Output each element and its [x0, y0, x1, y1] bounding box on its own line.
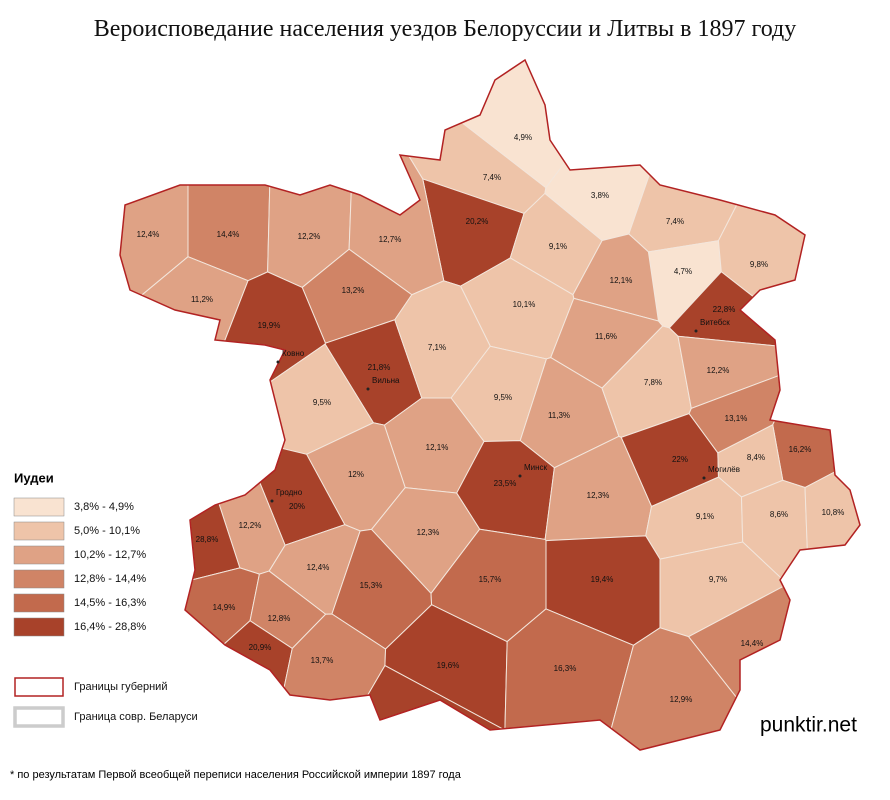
legend: 3,8% - 4,9% 5,0% - 10,1% 10,2% - 12,7% 12,8… — [13, 497, 198, 728]
map-title: Вероисповедание населения уездов Белорус… — [94, 16, 797, 42]
region-label: 12,3% — [417, 528, 440, 537]
region-label: 7,4% — [666, 217, 684, 226]
legend-label: Границы губерний — [74, 681, 167, 693]
region-label: 11,6% — [595, 332, 617, 341]
region-label: 14,4% — [741, 639, 764, 648]
legend-swatch — [13, 521, 65, 541]
region-label: 7,8% — [644, 378, 662, 387]
legend-swatch — [13, 593, 65, 613]
region-label: 19,4% — [591, 575, 614, 584]
legend-label: 16,4% - 28,8% — [74, 621, 146, 633]
region-label: 9,1% — [549, 242, 567, 251]
region-label: 12,4% — [307, 563, 330, 572]
region-label: 8,6% — [770, 510, 788, 519]
region-labels: 4,9% 7,4% 20,2% 3,8% 7,4% 12,4% 14,4% 12,2% 12,7… — [137, 133, 845, 704]
city-dot — [702, 476, 706, 480]
region-label: 13,7% — [311, 656, 334, 665]
city-name: Минск — [524, 463, 548, 472]
region-label: 22,8% — [713, 305, 736, 314]
city-dot — [366, 387, 370, 391]
region-label: 20,9% — [249, 643, 272, 652]
region-label: 19,6% — [437, 661, 460, 670]
region-label: 21,8% — [368, 363, 391, 372]
region-label: 15,3% — [360, 581, 383, 590]
region-label: 12,9% — [670, 695, 693, 704]
credit: punktir.net — [760, 714, 857, 737]
legend-swatch — [13, 617, 65, 637]
region-label: 4,9% — [514, 133, 532, 142]
region-label: 12% — [348, 470, 364, 479]
region-label: 7,4% — [483, 173, 501, 182]
region-label: 28,8% — [196, 535, 219, 544]
city-name: Витебск — [700, 318, 730, 327]
region-label: 12,1% — [610, 276, 633, 285]
legend-label: 10,2% - 12,7% — [74, 549, 146, 561]
legend-label: 12,8% - 14,4% — [74, 573, 146, 585]
legend-swatch — [13, 545, 65, 565]
region-label: 12,8% — [268, 614, 291, 623]
region-label: 16,2% — [789, 445, 812, 454]
region-label: 19,9% — [258, 321, 281, 330]
region-label: 23,5% — [494, 479, 517, 488]
region-label: 14,4% — [217, 230, 240, 239]
region-label: 10,1% — [513, 300, 536, 309]
regions — [119, 58, 861, 751]
region-label: 12,2% — [239, 521, 262, 530]
legend-boundary — [13, 706, 65, 728]
region-label: 13,1% — [725, 414, 748, 423]
region-label: 12,1% — [426, 443, 449, 452]
region-label: 9,5% — [494, 393, 512, 402]
region-label: 3,8% — [591, 191, 609, 200]
footnote: * по результатам Первой всеобщей перепис… — [10, 769, 462, 781]
city-dot — [694, 329, 698, 333]
region-label: 9,5% — [313, 398, 331, 407]
region-label: 12,4% — [137, 230, 160, 239]
region-label: 7,1% — [428, 343, 446, 352]
region-label: 9,7% — [709, 575, 727, 584]
city-dot — [270, 499, 274, 503]
city-name: Гродно — [276, 488, 303, 497]
region-label: 12,3% — [587, 491, 610, 500]
region-label: 12,2% — [707, 366, 730, 375]
city-name: Вильна — [372, 376, 400, 385]
city-name: Ковно — [282, 349, 305, 358]
legend-swatch — [13, 569, 65, 589]
region-label: 22% — [672, 455, 688, 464]
region-label: 11,2% — [191, 295, 213, 304]
region-label: 9,8% — [750, 260, 768, 269]
region-label: 10,8% — [822, 508, 845, 517]
region-label: 20% — [289, 502, 305, 511]
legend-title: Иудеи — [14, 470, 54, 485]
city-name: Могилёв — [708, 465, 740, 474]
city-dot — [276, 360, 280, 364]
legend-label: 3,8% - 4,9% — [74, 501, 134, 513]
outline — [119, 58, 861, 751]
city-dot — [518, 474, 522, 478]
region-label: 13,2% — [342, 286, 365, 295]
region-label: 8,4% — [747, 453, 765, 462]
region-label: 12,2% — [298, 232, 321, 241]
region-label: 20,2% — [466, 217, 489, 226]
region-label: 4,7% — [674, 267, 692, 276]
legend-label: Граница совр. Беларуси — [74, 711, 198, 723]
legend-label: 14,5% - 16,3% — [74, 597, 146, 609]
region-label: 9,1% — [696, 512, 714, 521]
legend-label: 5,0% - 10,1% — [74, 525, 140, 537]
legend-swatch — [13, 497, 65, 517]
region-label: 14,9% — [213, 603, 236, 612]
region-label: 12,7% — [379, 235, 402, 244]
region-label: 11,3% — [548, 411, 570, 420]
legend-boundary — [14, 677, 64, 697]
region-label: 16,3% — [554, 664, 577, 673]
region-label: 15,7% — [479, 575, 502, 584]
